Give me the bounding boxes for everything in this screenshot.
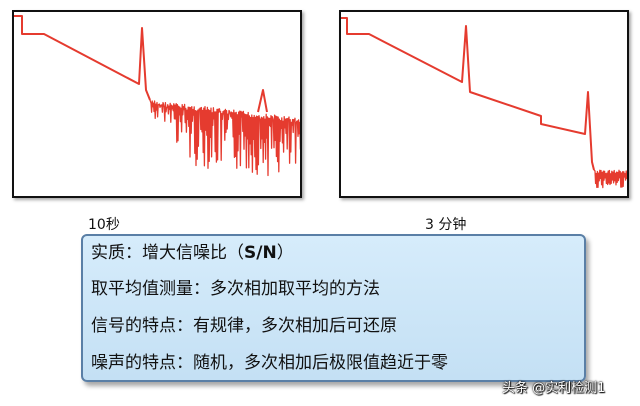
otdr-trace-averaged bbox=[341, 17, 627, 189]
essence-prefix: 实质：增大信噪比（ bbox=[91, 243, 244, 263]
callout-line-essence: 实质：增大信噪比（S/N） bbox=[91, 238, 294, 263]
caption-10s: 10秒 bbox=[88, 217, 120, 233]
trace-signal-segment bbox=[14, 15, 151, 101]
trace-noise-segment bbox=[149, 99, 300, 177]
callout-line-noise: 噪声的特点：随机，多次相加后极限值趋近于零 bbox=[91, 353, 448, 373]
explanation-callout: 实质：增大信噪比（S/N） 取平均值测量：多次相加取平均的方法 信号的特点：有规… bbox=[81, 234, 586, 382]
callout-line-averaging: 取平均值测量：多次相加取平均的方法 bbox=[91, 279, 380, 299]
essence-suffix: ） bbox=[276, 243, 294, 263]
trace-panel-3min bbox=[339, 10, 629, 198]
trace-event-spike bbox=[257, 89, 268, 113]
otdr-trace-noisy bbox=[14, 15, 300, 177]
caption-3min: 3 分钟 bbox=[425, 217, 467, 233]
trace-signal-line bbox=[341, 17, 595, 171]
callout-line-signal: 信号的特点：有规律，多次相加后可还原 bbox=[91, 316, 397, 336]
trace-panel-10s bbox=[12, 10, 302, 198]
trace-noise-tail bbox=[593, 169, 627, 189]
watermark: 头条 @实利检测1 bbox=[502, 381, 606, 396]
snr-term: S/N bbox=[244, 243, 277, 263]
